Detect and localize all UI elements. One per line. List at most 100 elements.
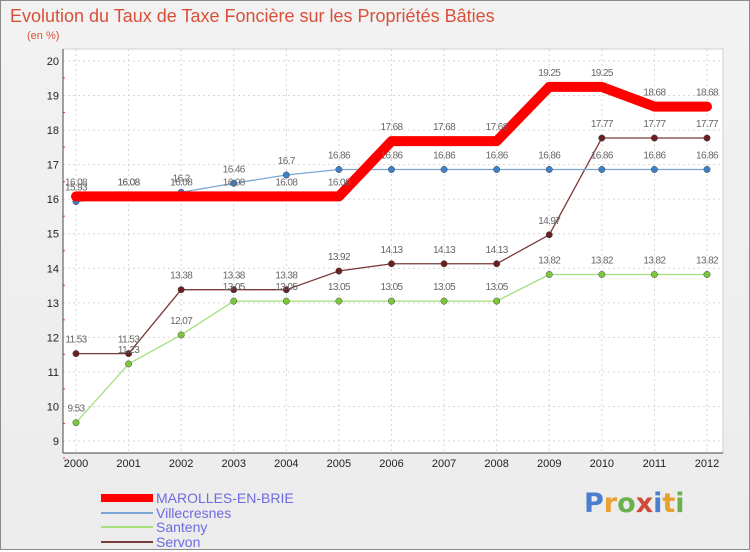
x-tick-label: 2009 (537, 458, 561, 470)
data-point (598, 166, 606, 173)
logo-letter: x (635, 488, 654, 519)
data-label: 16.46 (223, 164, 246, 175)
legend-swatch (101, 512, 153, 514)
data-point (388, 260, 395, 268)
x-tick-label: 2001 (116, 458, 140, 470)
data-point (440, 297, 448, 305)
data-point (650, 271, 658, 278)
data-label: 17.77 (591, 119, 614, 130)
data-point (72, 350, 80, 358)
data-label: 13.05 (328, 282, 351, 293)
data-point (545, 271, 553, 278)
y-tick-label: 18 (47, 125, 59, 137)
data-label: 18.68 (643, 88, 666, 99)
proxiti-logo: Proxiti (584, 488, 685, 519)
data-label: 16.86 (328, 150, 351, 161)
data-label: 13.92 (328, 252, 351, 263)
data-label: 13.82 (696, 255, 719, 266)
data-label: 14.13 (433, 245, 456, 256)
data-label: 13.05 (223, 282, 246, 293)
data-label: 14.97 (538, 216, 561, 227)
data-label: 13.38 (170, 271, 193, 282)
data-point (230, 297, 238, 305)
data-label: 16.08 (275, 177, 298, 188)
data-point (703, 271, 711, 278)
data-label: 16.86 (643, 150, 666, 161)
y-tick-label: 15 (47, 229, 59, 241)
legend-swatch (101, 541, 153, 543)
x-tick-label: 2004 (274, 458, 298, 470)
data-point (493, 260, 501, 268)
data-label: 19.25 (538, 68, 561, 79)
data-label: 19.25 (591, 68, 614, 79)
y-tick-label: 17 (47, 160, 59, 172)
y-tick-label: 13 (47, 298, 59, 310)
data-point (493, 166, 501, 173)
data-point (440, 166, 448, 173)
x-tick-label: 2008 (484, 458, 508, 470)
data-label: 17.68 (486, 122, 509, 133)
data-point (545, 166, 553, 173)
x-tick-label: 2011 (643, 458, 667, 470)
data-point (493, 297, 501, 305)
data-point (598, 134, 606, 142)
data-label: 11.53 (65, 335, 87, 346)
data-label: 16.86 (591, 150, 614, 161)
logo-letter: t (662, 488, 676, 519)
data-label: 16.08 (170, 177, 193, 188)
data-label: 16.08 (118, 177, 141, 188)
data-point (545, 231, 553, 239)
data-point (388, 166, 395, 173)
data-point (125, 360, 133, 368)
y-tick-label: 12 (47, 332, 59, 344)
legend-swatch (101, 526, 153, 528)
y-tick-label: 11 (48, 367, 59, 379)
data-point (440, 260, 448, 268)
data-label: 13.82 (538, 255, 561, 266)
data-label: 13.38 (223, 271, 246, 282)
y-tick-label: 14 (47, 263, 59, 275)
x-tick-label: 2007 (432, 458, 456, 470)
data-point (703, 134, 711, 142)
logo-letter: o (617, 488, 636, 519)
data-point (177, 286, 185, 294)
x-tick-label: 2005 (327, 458, 351, 470)
x-tick-label: 2002 (169, 458, 193, 470)
data-point (335, 166, 343, 173)
legend-label: Servon (156, 534, 201, 550)
data-label: 16.86 (696, 150, 719, 161)
data-label: 16.86 (538, 150, 561, 161)
data-point (282, 286, 290, 294)
legend-label: Santeny (156, 519, 208, 535)
logo-letter: i (653, 488, 663, 519)
legend-label: MAROLLES-EN-BRIE (156, 490, 294, 506)
data-label: 13.05 (433, 282, 456, 293)
chart-title: Evolution du Taux de Taxe Foncière sur l… (10, 6, 495, 26)
plot-area (62, 48, 724, 454)
data-label: 13.82 (643, 255, 666, 266)
data-point (650, 166, 658, 173)
x-tick-label: 2000 (64, 458, 88, 470)
data-point (177, 331, 185, 339)
data-label: 16.08 (223, 177, 246, 188)
data-point (282, 171, 290, 179)
legend-swatch (101, 494, 153, 502)
logo-letter: i (675, 488, 685, 519)
data-label: 16.08 (65, 177, 88, 188)
data-point (230, 179, 238, 187)
data-label: 16.86 (486, 150, 509, 161)
data-point (388, 297, 395, 305)
data-label: 13.05 (275, 282, 298, 293)
series-line-marolles-en-brie (71, 81, 712, 202)
data-label: 11.23 (118, 345, 140, 356)
data-point (703, 166, 711, 173)
data-label: 13.05 (486, 282, 509, 293)
y-tick-label: 19 (47, 91, 59, 103)
data-label: 14.13 (380, 245, 403, 256)
y-tick-label: 10 (47, 401, 59, 413)
logo-letter: P (584, 488, 604, 519)
data-point (230, 286, 238, 294)
y-tick-label: 9 (53, 436, 59, 448)
